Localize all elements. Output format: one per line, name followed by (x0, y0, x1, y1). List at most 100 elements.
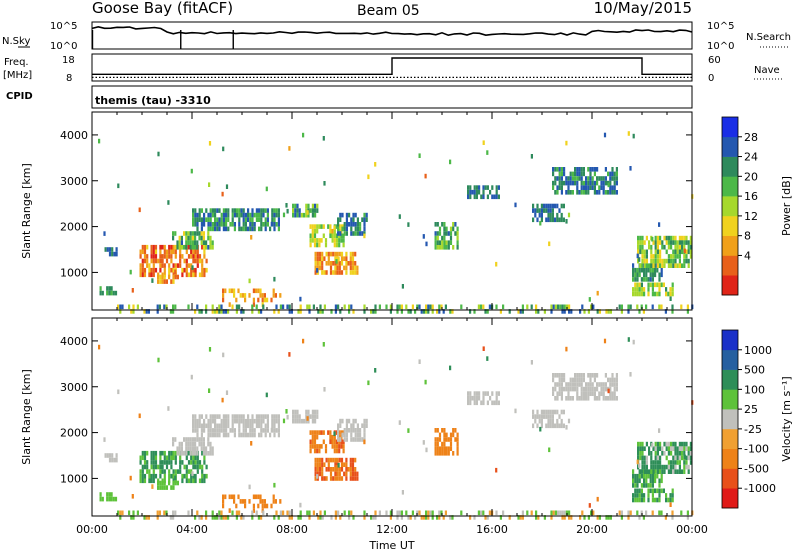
velocity-cell (157, 464, 160, 470)
velocity-cell (337, 428, 340, 433)
velocity-cell (607, 515, 610, 520)
velocity-cell (146, 469, 149, 474)
velocity-cell (687, 451, 690, 456)
power-cell (639, 244, 642, 250)
power-cell (352, 309, 355, 314)
power-cell (449, 235, 453, 241)
velocity-cell (111, 453, 114, 458)
velocity-cell (580, 382, 583, 387)
velocity-cell (227, 515, 230, 520)
power-colorbar-swatches (722, 117, 738, 296)
power-cell (580, 190, 583, 195)
velocity-cell (636, 483, 639, 488)
power-cell (163, 279, 166, 284)
velocity-cell (345, 462, 348, 467)
power-cell (495, 185, 498, 190)
velocity-cell (676, 455, 679, 461)
power-cell (271, 212, 274, 218)
velocity-cell (443, 432, 446, 438)
power-cell (678, 235, 681, 241)
power-cell (343, 304, 346, 310)
power-cell (288, 304, 291, 310)
power-cell (647, 277, 650, 282)
power-cell (593, 190, 596, 195)
power-cell (185, 258, 188, 264)
velocity-cell (567, 382, 570, 387)
power-cell (434, 240, 437, 245)
power-cell (325, 251, 328, 257)
power-cell (152, 263, 155, 268)
power-cell (467, 194, 470, 200)
velocity-cell (163, 510, 166, 516)
velocity-cell (238, 432, 241, 438)
power-cell (319, 304, 322, 310)
power-cell (319, 309, 322, 314)
power-cell (632, 133, 635, 139)
power-cell (600, 185, 603, 190)
power-cell (285, 203, 288, 208)
power-cell (307, 203, 310, 209)
velocity-cell (640, 493, 643, 498)
velocity-cell (615, 396, 618, 401)
power-cell (604, 180, 607, 186)
velocity-cell (316, 474, 319, 479)
power-cell (238, 222, 241, 227)
power-cell (180, 240, 183, 245)
power-cell (411, 304, 414, 310)
power-cell (639, 263, 642, 268)
power-cell (431, 309, 434, 314)
power-cell (549, 217, 552, 223)
velocity-cell (558, 382, 561, 387)
power-cell (467, 189, 470, 195)
power-cell (445, 231, 448, 236)
power-cell (574, 171, 577, 177)
velocity-colorbar-tick-label: 500 (744, 364, 765, 377)
velocity-cell (605, 515, 608, 520)
power-cell (179, 254, 182, 259)
power-cell (407, 309, 410, 314)
power-cell (670, 254, 673, 259)
power-cell (647, 267, 650, 273)
velocity-cell (200, 441, 203, 447)
velocity-cell (607, 396, 610, 401)
velocity-cell (309, 430, 312, 435)
velocity-cell (311, 418, 314, 424)
power-cell (574, 176, 577, 181)
power-cell (629, 304, 632, 310)
velocity-cell (447, 446, 450, 451)
power-cell (685, 249, 688, 255)
velocity-cell (581, 510, 584, 516)
velocity-cell (316, 434, 319, 440)
velocity-cell (665, 497, 668, 503)
power-cell (651, 267, 654, 273)
power-cell (174, 304, 177, 310)
power-cell (139, 272, 142, 278)
power-cell (338, 242, 341, 248)
power-cell (265, 186, 268, 192)
power-cell (216, 222, 219, 227)
power-cell (258, 212, 261, 218)
velocity-cell (329, 439, 332, 445)
velocity-cell (334, 515, 337, 520)
power-cell (323, 270, 326, 275)
power-cell (580, 185, 583, 190)
velocity-cell (340, 467, 344, 472)
power-cell (329, 251, 333, 257)
power-cell (194, 272, 197, 278)
power-cell (607, 171, 610, 177)
velocity-cell (456, 437, 459, 442)
velocity-cell (445, 437, 448, 442)
power-cell (671, 291, 674, 297)
power-cell (678, 263, 681, 268)
velocity-cell (602, 396, 605, 401)
velocity-cell (260, 432, 263, 438)
velocity-cell (345, 471, 348, 477)
power-cell (467, 185, 470, 190)
power-cell (200, 240, 203, 245)
velocity-cell (194, 478, 197, 484)
velocity-cell (242, 423, 245, 429)
power-cell (672, 254, 675, 259)
velocity-cell (163, 485, 166, 490)
power-cell (536, 217, 539, 223)
